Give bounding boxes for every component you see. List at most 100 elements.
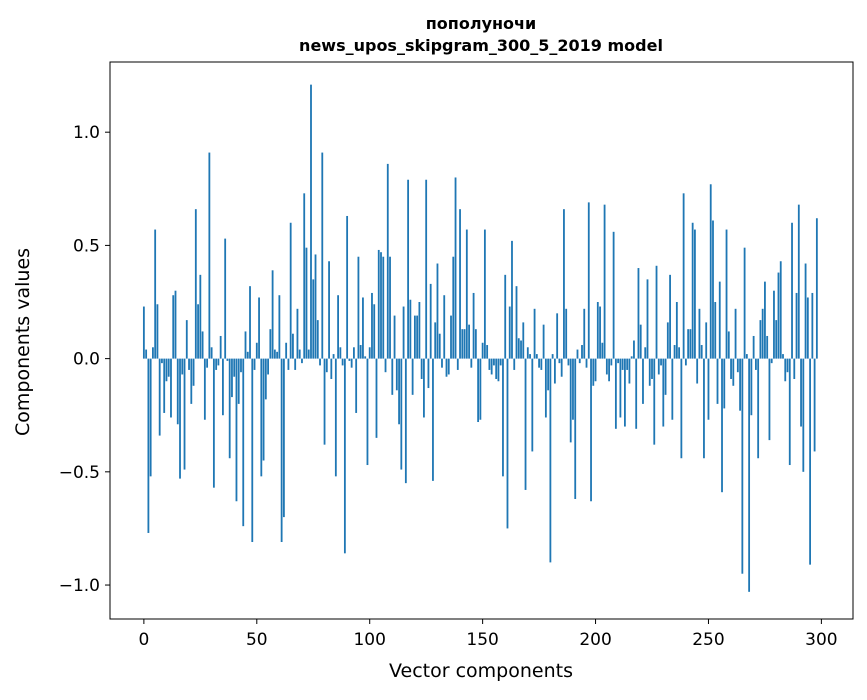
bar-10	[165, 358, 168, 382]
bar-135	[447, 358, 450, 375]
bar-65	[289, 222, 292, 359]
bar-278	[770, 358, 773, 364]
bar-205	[605, 358, 608, 375]
bar-234	[671, 358, 674, 420]
bar-162	[508, 306, 511, 359]
bar-198	[590, 358, 592, 502]
bar-206	[608, 358, 610, 382]
bar-79	[321, 152, 324, 359]
bar-152	[486, 345, 489, 359]
bar-52	[260, 358, 263, 477]
chart-subtitle: news_upos_skipgram_300_5_2019 model	[299, 36, 663, 55]
bar-221	[642, 358, 644, 404]
bar-271	[754, 358, 757, 370]
bar-298	[815, 218, 818, 359]
bar-208	[612, 231, 615, 359]
bar-233	[669, 274, 671, 359]
bar-201	[596, 302, 599, 359]
bar-284	[784, 358, 787, 382]
bar-88	[341, 358, 344, 366]
bar-131	[438, 333, 441, 359]
bar-141	[461, 329, 464, 359]
bar-204	[603, 204, 606, 359]
bar-0	[142, 306, 145, 359]
bar-154	[490, 358, 493, 375]
bar-115	[402, 306, 405, 359]
bar-291	[800, 358, 802, 427]
bar-257	[723, 358, 726, 409]
bar-283	[782, 354, 784, 359]
bar-181	[551, 354, 554, 359]
bar-107	[384, 358, 387, 373]
bar-87	[339, 347, 342, 359]
bar-222	[644, 347, 647, 359]
bar-90	[346, 215, 349, 359]
y-axis-ticks: −1.0 −0.5 0.0 0.5 1.0	[59, 123, 110, 596]
bar-240	[684, 358, 687, 366]
bar-187	[565, 308, 568, 359]
bar-297	[813, 358, 816, 452]
bar-190	[572, 358, 574, 420]
bar-287	[791, 222, 793, 359]
x-tick-label: 300	[805, 630, 837, 650]
bar-250	[707, 358, 710, 420]
bar-77	[316, 320, 319, 359]
bar-258	[725, 229, 728, 359]
bar-119	[411, 358, 414, 395]
bar-288	[793, 358, 796, 379]
bar-34	[219, 335, 222, 359]
bar-292	[802, 358, 805, 472]
bar-225	[651, 358, 653, 379]
x-tick-label: 250	[692, 630, 724, 650]
bar-92	[350, 358, 353, 368]
bar-84	[332, 354, 335, 359]
bar-73	[307, 349, 310, 359]
bar-169	[524, 358, 527, 490]
bar-102	[373, 304, 376, 359]
bar-76	[314, 254, 317, 359]
bar-67	[294, 358, 297, 370]
bar-235	[673, 345, 676, 359]
bar-113	[398, 358, 400, 425]
bar-215	[628, 358, 631, 384]
bar-69	[298, 349, 301, 359]
bar-85	[334, 358, 337, 477]
bar-70	[301, 358, 303, 364]
bar-39	[231, 358, 233, 398]
bar-44	[242, 358, 245, 527]
bar-72	[305, 247, 308, 359]
y-tick-label: −0.5	[59, 463, 100, 483]
bar-200	[594, 358, 597, 382]
bar-134	[445, 358, 448, 377]
bar-55	[267, 358, 269, 375]
bar-188	[567, 358, 570, 366]
bar-192	[576, 349, 579, 359]
bar-174	[535, 354, 538, 359]
bar-41	[235, 358, 238, 502]
y-tick-label: 0.5	[73, 236, 100, 256]
bar-255	[718, 281, 721, 359]
bar-203	[601, 342, 604, 359]
bar-75	[312, 279, 315, 359]
bar-285	[786, 358, 789, 373]
bar-266	[743, 247, 746, 359]
bar-155	[493, 358, 495, 366]
bar-129	[434, 322, 437, 359]
bar-281	[777, 272, 780, 359]
bar-232	[666, 322, 669, 359]
bar-150	[481, 342, 484, 359]
bar-86	[337, 295, 339, 359]
bar-57	[271, 270, 274, 359]
bar-101	[371, 292, 373, 359]
bar-276	[766, 335, 769, 359]
bar-61	[280, 358, 283, 543]
bar-111	[393, 315, 396, 359]
bar-210	[617, 358, 620, 364]
bar-227	[655, 265, 658, 359]
bar-224	[648, 358, 651, 386]
bar-1	[145, 349, 148, 359]
bar-194	[581, 345, 583, 359]
bar-168	[522, 322, 525, 359]
bar-19	[185, 320, 188, 359]
